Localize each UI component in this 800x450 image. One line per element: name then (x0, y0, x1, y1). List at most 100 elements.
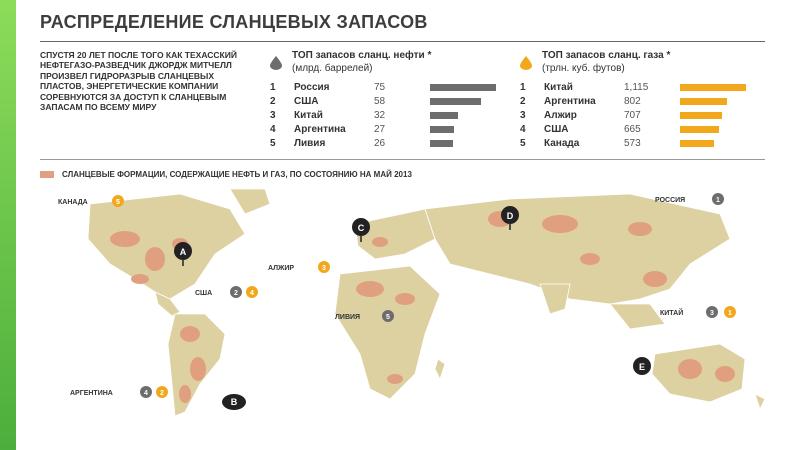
greenland (229, 188, 271, 215)
country-algeria: АЛЖИР 3 (268, 261, 330, 273)
gas-heading: ТОП запасов сланц. газа * (542, 50, 671, 61)
oil-row: 1 Россия 75 (270, 82, 510, 96)
svg-text:A: A (180, 247, 187, 257)
oil-bar (430, 126, 454, 133)
svg-text:ЛИВИЯ: ЛИВИЯ (335, 314, 360, 321)
marker-a: A (174, 242, 192, 266)
oil-rank: 4 (270, 124, 276, 135)
new-zealand (754, 393, 766, 411)
gas-bar (680, 112, 722, 119)
oil-country: Аргентина (294, 124, 346, 135)
map-legend: СЛАНЦЕВЫЕ ФОРМАЦИИ, СОДЕРЖАЩИЕ НЕФТЬ И Г… (40, 170, 412, 179)
gas-bar (680, 140, 714, 147)
svg-text:E: E (639, 362, 645, 372)
svg-text:5: 5 (116, 199, 120, 206)
oil-rank: 1 (270, 82, 276, 93)
gas-rank: 1 (520, 82, 526, 93)
svg-text:АРГЕНТИНА: АРГЕНТИНА (70, 390, 113, 397)
gas-row: 1 Китай 1,115 (520, 82, 760, 96)
oil-country: Россия (294, 82, 330, 93)
oil-reserves-panel: ТОП запасов сланц. нефти * (млрд. баррел… (270, 48, 510, 152)
oil-country: США (294, 96, 319, 107)
svg-text:4: 4 (144, 390, 148, 397)
gas-flame-icon (520, 56, 532, 70)
oil-units: (млрд. баррелей) (292, 63, 373, 74)
svg-text:1: 1 (716, 197, 720, 204)
gas-row: 3 Алжир 707 (520, 110, 760, 124)
world-map: A B C D E КАНАДА 5 США 2 4 АРГЕНТИНА (58, 188, 766, 417)
country-libya: ЛИВИЯ 5 (335, 310, 394, 322)
asia (424, 193, 731, 305)
india (539, 283, 571, 315)
gas-value: 802 (624, 96, 641, 107)
country-argentina: АРГЕНТИНА 4 2 (70, 386, 168, 398)
oil-bar (430, 140, 453, 147)
marker-e: E (633, 357, 651, 375)
gas-panel-header: ТОП запасов сланц. газа * (трлн. куб. фу… (520, 48, 760, 82)
gas-row: 4 США 665 (520, 124, 760, 138)
svg-text:РОССИЯ: РОССИЯ (655, 197, 685, 204)
intro-text: СПУСТЯ 20 ЛЕТ ПОСЛЕ ТОГО КАК ТЕХАССКИЙ Н… (40, 50, 237, 113)
gas-reserves-panel: ТОП запасов сланц. газа * (трлн. куб. фу… (520, 48, 760, 152)
svg-text:АЛЖИР: АЛЖИР (268, 265, 294, 272)
svg-text:КИТАЙ: КИТАЙ (660, 308, 683, 317)
oil-bar (430, 98, 481, 105)
southeast-asia (609, 303, 666, 330)
svg-text:2: 2 (160, 390, 164, 397)
infographic: РАСПРЕДЕЛЕНИЕ СЛАНЦЕВЫХ ЗАПАСОВ СПУСТЯ 2… (30, 4, 775, 444)
europe (354, 208, 436, 260)
gas-bar (680, 98, 727, 105)
svg-text:B: B (231, 397, 238, 407)
oil-row: 3 Китай 32 (270, 110, 510, 124)
svg-text:1: 1 (728, 310, 732, 317)
oil-country: Китай (294, 110, 323, 121)
gas-country: США (544, 124, 569, 135)
gas-row: 2 Аргентина 802 (520, 96, 760, 110)
svg-text:D: D (507, 211, 514, 221)
svg-text:США: США (195, 290, 212, 297)
oil-bar (430, 112, 458, 119)
gas-value: 573 (624, 138, 641, 149)
oil-value: 27 (374, 124, 386, 135)
madagascar (434, 358, 446, 381)
oil-rank: 5 (270, 138, 276, 149)
gas-country: Аргентина (544, 96, 596, 107)
gas-value: 665 (624, 124, 641, 135)
north-america (87, 193, 246, 300)
country-china: КИТАЙ 3 1 (660, 306, 736, 318)
gas-value: 707 (624, 110, 641, 121)
gas-bar (680, 84, 746, 91)
gas-country: Алжир (544, 110, 577, 121)
oil-row: 2 США 58 (270, 96, 510, 110)
gas-rank: 2 (520, 96, 526, 107)
oil-panel-header: ТОП запасов сланц. нефти * (млрд. баррел… (270, 48, 510, 82)
gas-table: 1 Китай 1,115 2 Аргентина 802 3 Алжир 707 4 США 665… (520, 82, 760, 152)
oil-rank: 3 (270, 110, 276, 121)
svg-text:3: 3 (322, 265, 326, 272)
oil-value: 32 (374, 110, 386, 121)
svg-text:5: 5 (386, 314, 390, 321)
gas-row: 5 Канада 573 (520, 138, 760, 152)
svg-text:2: 2 (234, 290, 238, 297)
oil-row: 4 Аргентина 27 (270, 124, 510, 138)
oil-table: 1 Россия 75 2 США 58 3 Китай 32 4 Аргентина 27 5 Ливи… (270, 82, 510, 152)
page-title: РАСПРЕДЕЛЕНИЕ СЛАНЦЕВЫХ ЗАПАСОВ (40, 12, 428, 32)
country-canada: КАНАДА 5 (58, 195, 124, 207)
oil-value: 75 (374, 82, 386, 93)
oil-rank: 2 (270, 96, 276, 107)
title-divider (40, 41, 765, 42)
gas-bar (680, 126, 719, 133)
marker-d: D (501, 206, 519, 230)
gas-rank: 5 (520, 138, 526, 149)
slide-accent-bar (0, 0, 16, 450)
oil-row: 5 Ливия 26 (270, 138, 510, 152)
svg-text:3: 3 (710, 310, 714, 317)
oil-country: Ливия (294, 138, 326, 149)
continents (87, 188, 766, 417)
oil-drop-icon (270, 56, 282, 70)
gas-rank: 3 (520, 110, 526, 121)
oil-value: 58 (374, 96, 386, 107)
svg-text:КАНАДА: КАНАДА (58, 199, 88, 206)
marker-c: C (352, 218, 370, 242)
legend-swatch (40, 171, 54, 179)
